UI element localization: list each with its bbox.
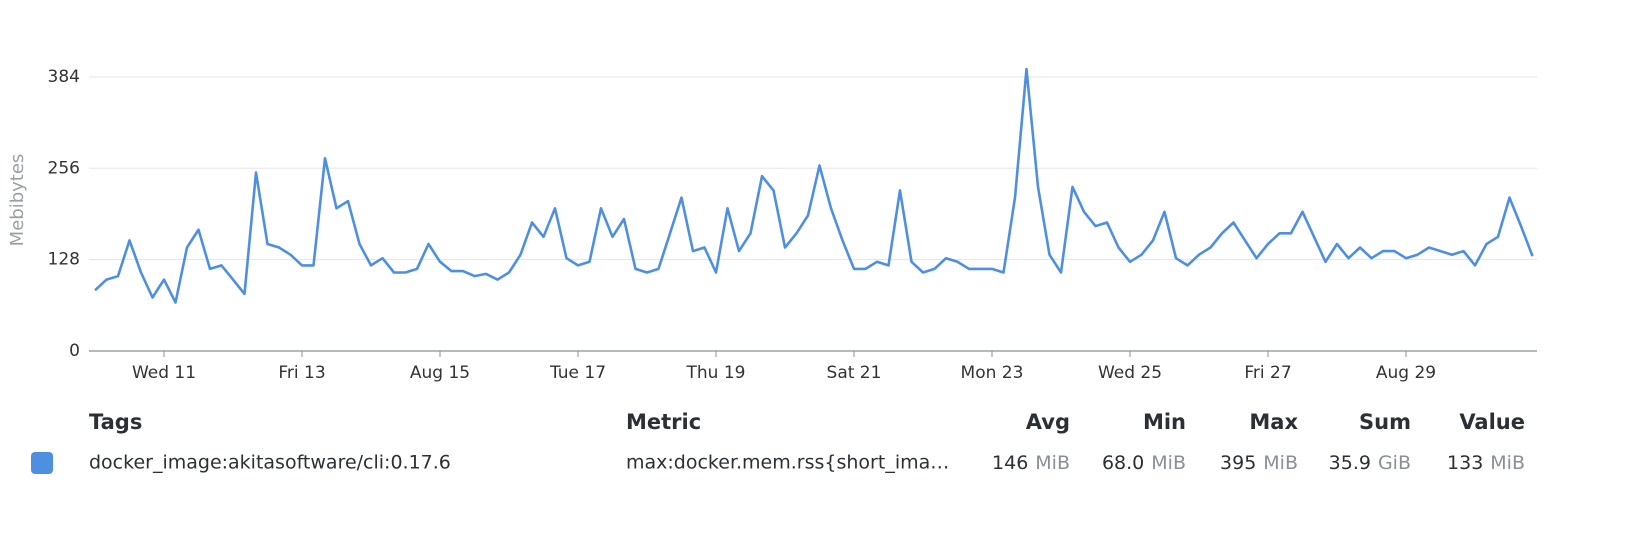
y-tick-label: 256 bbox=[48, 158, 80, 178]
stat-unit: GiB bbox=[1378, 452, 1411, 474]
stat-unit: MiB bbox=[1490, 452, 1525, 474]
column-header: Tags bbox=[89, 410, 142, 434]
x-tick-label: Sat 21 bbox=[827, 363, 882, 383]
y-axis-title: Mebibytes bbox=[7, 154, 28, 247]
tag-cell: docker_image:akitasoftware/cli:0.17.6 bbox=[89, 452, 451, 474]
x-tick-label: Fri 27 bbox=[1244, 363, 1291, 383]
legend-swatch bbox=[31, 452, 53, 474]
x-tick-label: Fri 13 bbox=[278, 363, 325, 383]
series-line bbox=[94, 67, 1534, 304]
column-header: Min bbox=[1143, 410, 1186, 434]
y-tick-label: 384 bbox=[48, 67, 80, 87]
column-header: Avg bbox=[1026, 410, 1070, 434]
x-tick-label: Mon 23 bbox=[961, 363, 1024, 383]
x-tick-label: Aug 29 bbox=[1376, 363, 1436, 383]
stat-cell: 146 MiB bbox=[992, 452, 1070, 474]
stat-value: 395 bbox=[1220, 452, 1256, 474]
stat-unit: MiB bbox=[1263, 452, 1298, 474]
stat-value: 68.0 bbox=[1102, 452, 1144, 474]
x-tick-label: Tue 17 bbox=[549, 363, 606, 383]
stat-value: 133 bbox=[1447, 452, 1483, 474]
x-tick-label: Wed 11 bbox=[132, 363, 196, 383]
x-tick-label: Aug 15 bbox=[410, 363, 470, 383]
x-tick-label: Thu 19 bbox=[686, 363, 746, 383]
stat-value: 146 bbox=[992, 452, 1028, 474]
column-header: Metric bbox=[626, 410, 701, 434]
column-header: Sum bbox=[1359, 410, 1411, 434]
y-tick-label: 0 bbox=[69, 341, 80, 361]
stat-unit: MiB bbox=[1151, 452, 1186, 474]
metric-cell: max:docker.mem.rss{short_ima… bbox=[626, 452, 949, 474]
y-tick-label: 128 bbox=[48, 250, 80, 270]
column-header: Max bbox=[1249, 410, 1298, 434]
stat-unit: MiB bbox=[1035, 452, 1070, 474]
stat-value: 35.9 bbox=[1329, 452, 1371, 474]
stat-cell: 68.0 MiB bbox=[1102, 452, 1186, 474]
stat-cell: 395 MiB bbox=[1220, 452, 1298, 474]
stat-cell: 133 MiB bbox=[1447, 452, 1525, 474]
x-tick-label: Wed 25 bbox=[1098, 363, 1162, 383]
column-header: Value bbox=[1459, 410, 1525, 434]
stat-cell: 35.9 GiB bbox=[1329, 452, 1411, 474]
